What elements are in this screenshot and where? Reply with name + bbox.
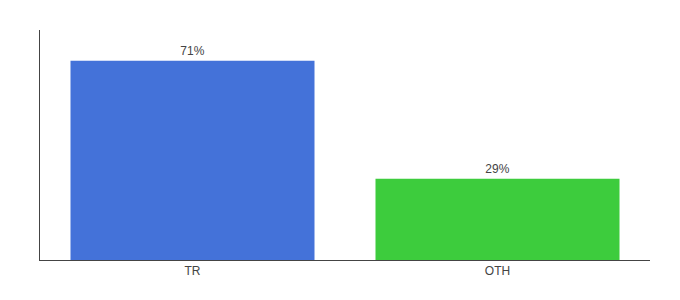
svg-text:29%: 29% [485, 162, 509, 176]
svg-text:TR: TR [185, 264, 201, 278]
svg-text:OTH: OTH [485, 264, 510, 278]
svg-text:71%: 71% [180, 44, 204, 58]
